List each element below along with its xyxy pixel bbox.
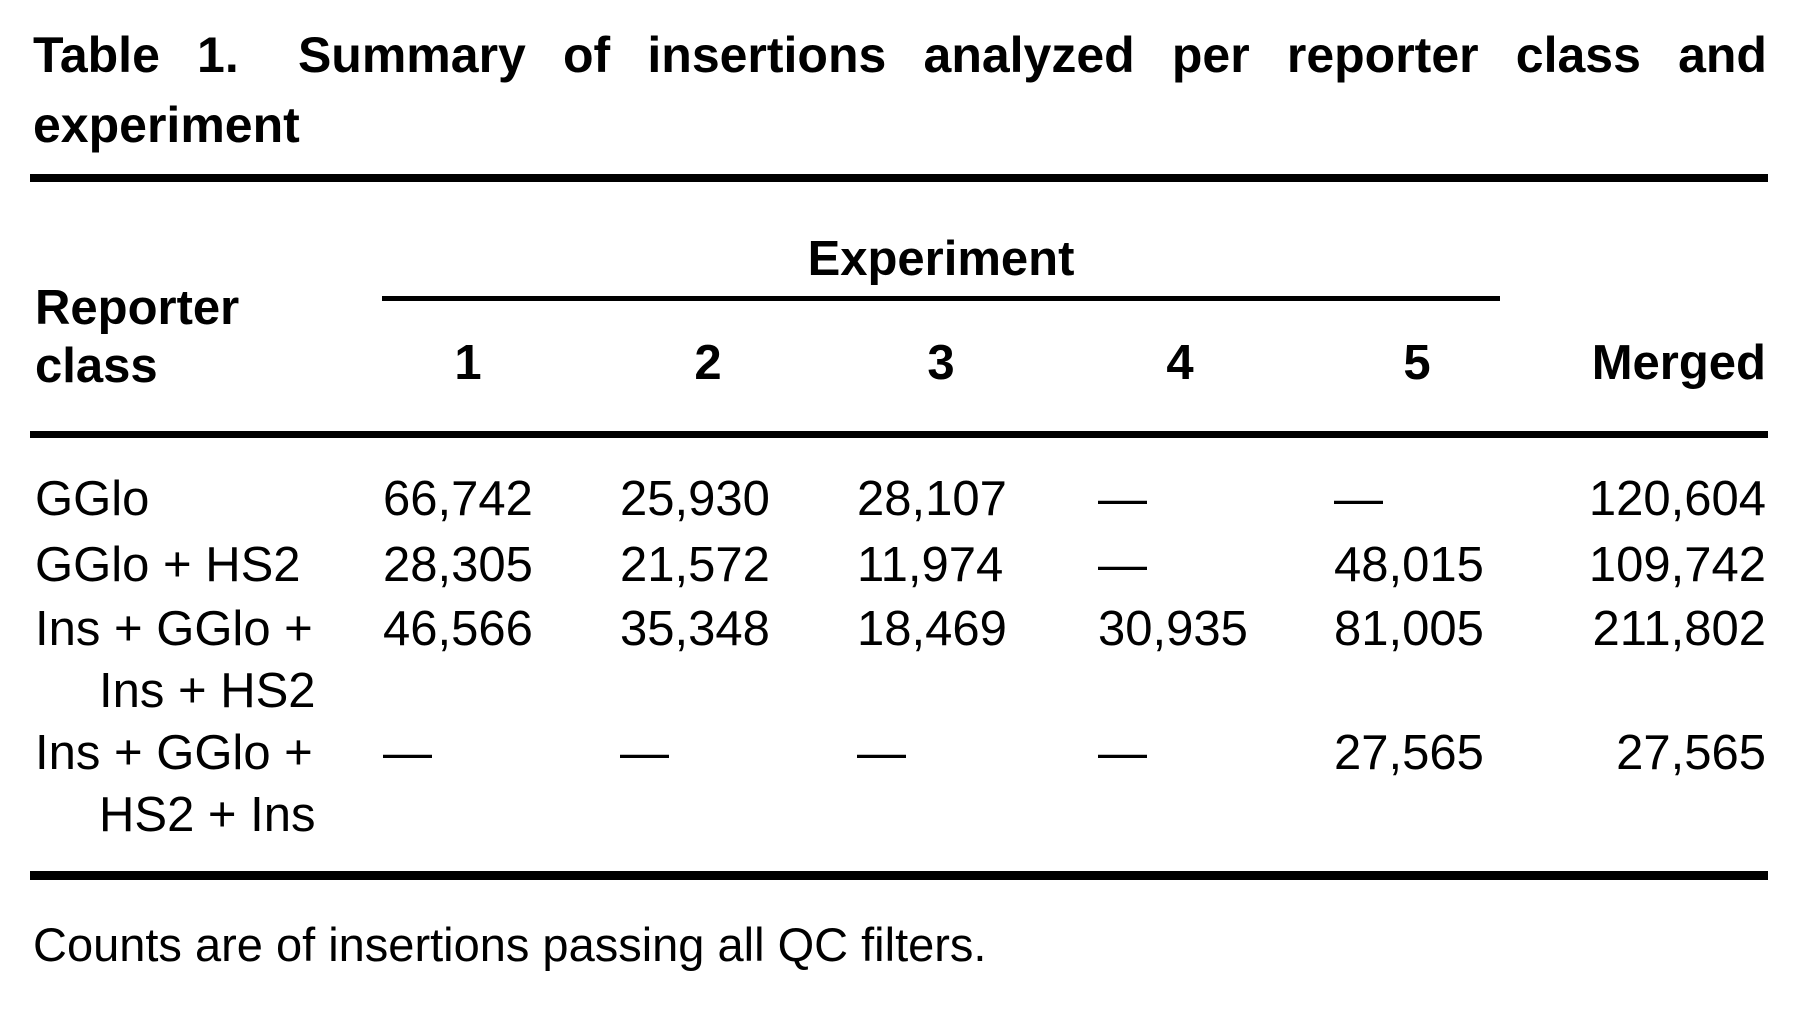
- cell-experiment-4: 30,935: [1098, 602, 1248, 656]
- table-row-ins-gglo-ins-hs2: Ins + GGlo + 46,566 35,348 18,469 30,935…: [0, 603, 1800, 659]
- cell-experiment-1: 46,566: [383, 602, 533, 656]
- cell-experiment-3: —: [857, 726, 906, 780]
- table-title-text: Summary of insertions analyzed per repor…: [297, 27, 1767, 83]
- table-row-ins-gglo-hs2-ins: Ins + GGlo + — — — — 27,565 27,565: [0, 727, 1800, 783]
- reporter-class-header: Reporter class: [35, 279, 239, 395]
- reporter-class-header-line-1: Reporter: [35, 281, 240, 335]
- row-label-line-2: Ins + HS2: [99, 664, 316, 718]
- header-rule: [30, 431, 1768, 438]
- table-row-gglo-hs2: GGlo + HS2 28,305 21,572 11,974 — 48,015…: [0, 539, 1800, 595]
- experiment-spanner-label: Experiment: [807, 232, 1075, 286]
- merged-column-header: Merged: [1591, 336, 1766, 390]
- cell-experiment-5: 27,565: [1334, 726, 1484, 780]
- cell-merged: 27,565: [1616, 726, 1766, 780]
- cell-experiment-4: —: [1098, 538, 1147, 592]
- cell-experiment-3: 18,469: [857, 602, 1007, 656]
- cell-experiment-5: 81,005: [1334, 602, 1484, 656]
- row-label-line-1: Ins + GGlo +: [35, 602, 313, 656]
- cell-experiment-4: —: [1098, 726, 1147, 780]
- cell-experiment-1: —: [383, 726, 432, 780]
- bottom-rule: [30, 871, 1768, 880]
- experiment-column-header-2: 2: [694, 336, 722, 390]
- cell-experiment-5: 48,015: [1334, 538, 1484, 592]
- cell-merged: 211,802: [1592, 602, 1767, 656]
- table-title: Table 1. Summary of insertions analyzed …: [33, 20, 1767, 160]
- cell-merged: 109,742: [1588, 538, 1766, 592]
- cell-merged: 120,604: [1588, 472, 1766, 526]
- cell-experiment-4: —: [1098, 472, 1147, 526]
- table-title-line-1: Table 1. Summary of insertions analyzed …: [33, 20, 1767, 90]
- experiment-spanner-rule: [382, 296, 1500, 301]
- table-title-line-2: experiment: [33, 97, 300, 153]
- cell-experiment-3: 11,974: [857, 538, 1004, 592]
- cell-experiment-2: 21,572: [620, 538, 770, 592]
- reporter-class-header-line-2: class: [35, 339, 158, 393]
- table-row-gglo: GGlo 66,742 25,930 28,107 — — 120,604: [0, 473, 1800, 529]
- table-row-ins-gglo-hs2-ins-continued: HS2 + Ins: [0, 789, 1800, 845]
- cell-experiment-1: 66,742: [383, 472, 533, 526]
- top-rule: [30, 174, 1768, 182]
- experiment-column-header-3: 3: [927, 336, 955, 390]
- table-number-label: Table 1.: [33, 27, 239, 83]
- cell-experiment-5: —: [1334, 472, 1383, 526]
- table-row-ins-gglo-ins-hs2-continued: Ins + HS2: [0, 665, 1800, 721]
- row-label-line-2: HS2 + Ins: [99, 788, 316, 842]
- experiment-column-header-1: 1: [454, 336, 482, 390]
- cell-experiment-1: 28,305: [383, 538, 533, 592]
- experiment-column-header-4: 4: [1166, 336, 1194, 390]
- cell-experiment-2: 25,930: [620, 472, 770, 526]
- row-label: GGlo: [35, 472, 150, 526]
- cell-experiment-2: —: [620, 726, 669, 780]
- table-footnote: Counts are of insertions passing all QC …: [33, 918, 987, 971]
- row-label: GGlo + HS2: [35, 538, 301, 592]
- cell-experiment-3: 28,107: [857, 472, 1007, 526]
- experiment-column-header-5: 5: [1403, 336, 1431, 390]
- row-label-line-1: Ins + GGlo +: [35, 726, 313, 780]
- cell-experiment-2: 35,348: [620, 602, 770, 656]
